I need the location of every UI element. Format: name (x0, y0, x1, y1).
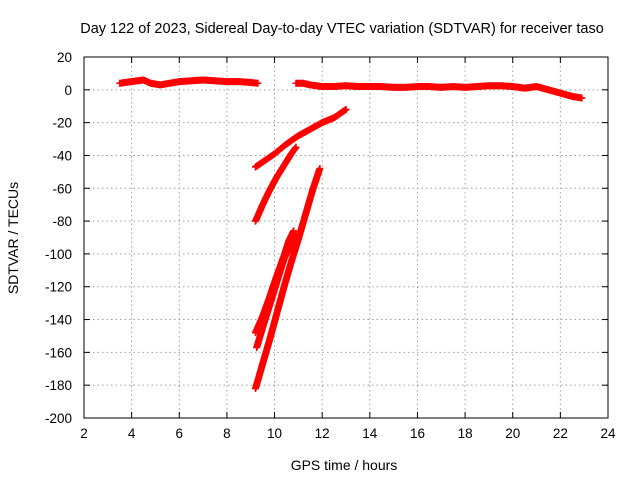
y-tick-label: -120 (45, 280, 72, 295)
data-series-group (251, 165, 324, 392)
y-tick-label: -140 (45, 313, 72, 328)
data-point (292, 143, 300, 151)
x-tick-label: 18 (458, 426, 473, 441)
data-series-group (116, 76, 262, 89)
data-series (116, 76, 586, 392)
x-tick-label: 22 (553, 426, 568, 441)
data-point (290, 227, 298, 235)
y-tick-label: -180 (45, 378, 72, 393)
x-tick-label: 6 (176, 426, 184, 441)
x-tick-label: 14 (362, 426, 378, 441)
y-tick-label: -200 (45, 411, 72, 426)
y-tick-label: -40 (52, 148, 72, 163)
y-tick-label: -60 (52, 181, 72, 196)
x-tick-label: 20 (505, 426, 520, 441)
data-series-group (292, 79, 586, 102)
y-tick-label: 0 (64, 83, 72, 98)
x-tick-label: 12 (315, 426, 330, 441)
y-tick-label: -160 (45, 345, 72, 360)
y-tick-label: 20 (57, 50, 72, 65)
data-point (254, 79, 262, 87)
chart-title: Day 122 of 2023, Sidereal Day-to-day VTE… (80, 21, 604, 37)
data-point (342, 106, 350, 114)
axis-ticks: 2 4 6 8 10 12 14 16 18 20 22 24200-20-40-60-80-100-… (45, 50, 616, 441)
data-point (578, 94, 586, 102)
y-axis-label: SDTVAR / TECUs (5, 182, 21, 294)
y-tick-label: -100 (45, 247, 72, 262)
y-tick-label: -20 (52, 116, 72, 131)
data-series-group (251, 106, 350, 171)
y-tick-label: -80 (52, 214, 72, 229)
x-axis-label: GPS time / hours (291, 457, 398, 473)
plot-frame (83, 56, 609, 419)
data-series-group (251, 143, 300, 225)
x-tick-label: 8 (223, 426, 231, 441)
x-tick-label: 4 (128, 426, 136, 441)
x-tick-label: 24 (600, 426, 616, 441)
data-point (316, 165, 324, 173)
x-tick-label: 10 (267, 426, 282, 441)
x-tick-label: 16 (410, 426, 425, 441)
grid (84, 57, 608, 418)
data-series-group (253, 230, 302, 351)
x-tick-label: 2 (80, 426, 88, 441)
